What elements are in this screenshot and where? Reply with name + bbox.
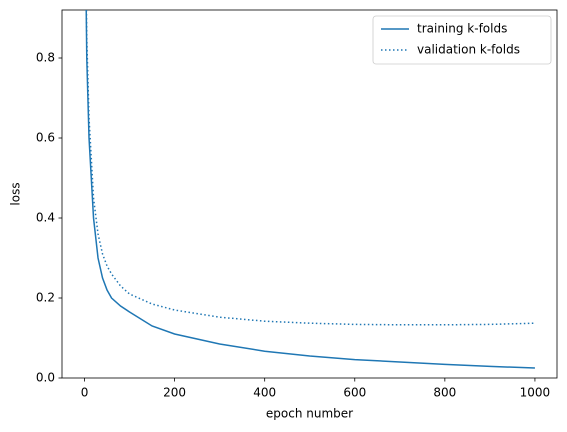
- y-tick-label: 0.4: [36, 211, 55, 225]
- x-tick-label: 200: [163, 386, 186, 400]
- y-tick-label: 0.2: [36, 291, 55, 305]
- x-tick-label: 600: [343, 386, 366, 400]
- x-tick-label: 400: [253, 386, 276, 400]
- plot-frame: [61, 9, 558, 379]
- legend-box: [372, 15, 552, 65]
- plot-area: [85, 10, 535, 369]
- y-tick-label: 0.0: [36, 371, 55, 385]
- y-axis-label: loss: [9, 182, 23, 205]
- x-tick-label: 800: [433, 386, 456, 400]
- x-tick-label: 1000: [520, 386, 551, 400]
- series-line: [85, 10, 535, 369]
- x-tick-label: 0: [81, 386, 89, 400]
- legend-label: training k-folds: [417, 22, 507, 36]
- x-axis-label: epoch number: [266, 407, 353, 421]
- legend-label: validation k-folds: [417, 43, 520, 57]
- y-tick-label: 0.6: [36, 131, 55, 145]
- y-tick-label: 0.8: [36, 51, 55, 65]
- series-line: [85, 10, 535, 326]
